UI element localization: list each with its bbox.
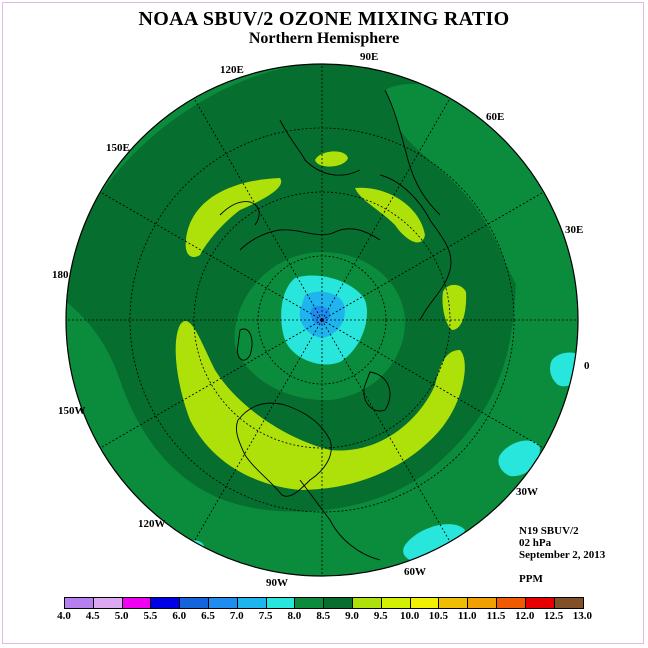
north-america-outline	[235, 402, 332, 497]
map-title: NOAA SBUV/2 OZONE MIXING RATIO	[138, 8, 510, 30]
east-asia-outline	[219, 201, 260, 226]
color-bar-swatch	[410, 598, 440, 608]
color-bar-tick-label: 9.5	[373, 610, 388, 622]
color-bar-tick-label: 5.0	[114, 610, 129, 622]
color-bar-tick-label: 6.0	[172, 610, 187, 622]
color-bar-swatch	[496, 598, 526, 608]
color-bar-swatch	[554, 598, 584, 608]
region-9-5-south-arc	[175, 321, 465, 490]
region-9-5-blob	[315, 151, 348, 167]
region-7-5-south	[403, 524, 465, 560]
europe-outline	[379, 174, 452, 321]
color-bar-swatch	[93, 598, 123, 608]
region-9-5-small-east	[442, 284, 467, 330]
color-bar-swatch	[180, 598, 209, 608]
color-bar-tick-label: 10.5	[428, 610, 449, 622]
region-9-5-north-arc	[185, 178, 282, 258]
pressure-level-label: 02 hPa	[519, 537, 552, 549]
date-label: September 2, 2013	[519, 549, 606, 561]
color-bar-tick-label: 12.5	[543, 610, 564, 622]
color-bar-labels: 4.0 4.5 5.0 5.5 6.0 6.5 7.0 7.5 8.0 8.5 9.0 9.5 10.0…	[0, 610, 648, 624]
units-label: PPM	[519, 573, 543, 585]
meridian-line	[321, 189, 548, 321]
map-border	[65, 63, 579, 577]
region-7-5-east-1	[550, 352, 578, 387]
color-bar-tick-label: 11.0	[457, 610, 477, 622]
color-bar-swatch	[525, 598, 555, 608]
meridian-line	[96, 319, 323, 451]
meridian-line	[191, 319, 323, 546]
color-bar-tick-label: 4.0	[57, 610, 71, 622]
satellite-label: N19 SBUV/2	[519, 525, 579, 537]
greenland-outline	[363, 371, 391, 412]
meridian-line	[321, 319, 548, 451]
lon-label-120e: 120E	[220, 64, 244, 76]
color-bar-swatch	[381, 598, 411, 608]
color-bar-swatch	[439, 598, 469, 608]
meridian-line	[321, 94, 453, 321]
graticule	[66, 64, 578, 576]
lon-label-30w: 30W	[516, 486, 538, 498]
color-bar-swatch	[295, 598, 325, 608]
color-bar-swatch	[208, 598, 238, 608]
lon-label-150e: 150E	[106, 142, 130, 154]
color-bar-tick-label: 8.0	[287, 610, 302, 622]
color-bar-tick-label: 4.5	[85, 610, 100, 622]
siberia-coast-outline	[239, 228, 381, 251]
lon-label-60w: 60W	[404, 566, 426, 578]
lon-label-150w: 150W	[58, 405, 86, 417]
color-bar-tick-label: 8.5	[316, 610, 331, 622]
color-bar-swatch	[237, 598, 267, 608]
lon-label-180: 180	[52, 269, 69, 281]
color-bar-tick-label: 7.0	[229, 610, 244, 622]
color-bar-tick-label: 11.5	[486, 610, 506, 622]
color-bar-tick-label: 7.5	[258, 610, 273, 622]
africa-west-outline	[384, 89, 441, 216]
color-bar-tick-label: 6.5	[201, 610, 215, 622]
lon-label-30e: 30E	[565, 224, 584, 236]
color-bar-swatch	[352, 598, 382, 608]
color-bar-tick-label: 9.0	[345, 610, 359, 622]
lon-label-60e: 60E	[486, 111, 505, 123]
map-subtitle: Northern Hemisphere	[248, 30, 400, 47]
central-america-outline	[299, 479, 381, 561]
color-bar-tick-label: 12.0	[515, 610, 535, 622]
alaska-outline	[237, 328, 253, 361]
coastlines	[219, 89, 452, 561]
region-9-5-east-arc	[355, 187, 425, 243]
meridian-line	[191, 94, 323, 321]
meridian-line	[321, 319, 453, 546]
lon-label-90w: 90W	[266, 577, 288, 589]
color-bar-swatch	[266, 598, 296, 608]
meridian-lines	[66, 64, 578, 576]
color-bar-swatch	[65, 598, 94, 608]
lon-label-90e: 90E	[360, 51, 379, 63]
color-bar-swatch	[468, 598, 497, 608]
color-bar-swatch	[324, 598, 353, 608]
color-bar	[64, 597, 585, 609]
india-outline	[279, 119, 361, 176]
color-bar-swatch	[151, 598, 181, 608]
color-bar-swatch	[122, 598, 152, 608]
lon-label-0: 0	[584, 360, 590, 372]
meridian-line	[96, 189, 323, 321]
region-7-5-east-2	[498, 440, 540, 477]
lon-label-120w: 120W	[138, 518, 166, 530]
color-bar-tick-label: 5.5	[143, 610, 158, 622]
color-bar-tick-label: 13.0	[572, 610, 593, 622]
color-bar-tick-label: 10.0	[399, 610, 420, 622]
region-6-5	[310, 305, 331, 326]
